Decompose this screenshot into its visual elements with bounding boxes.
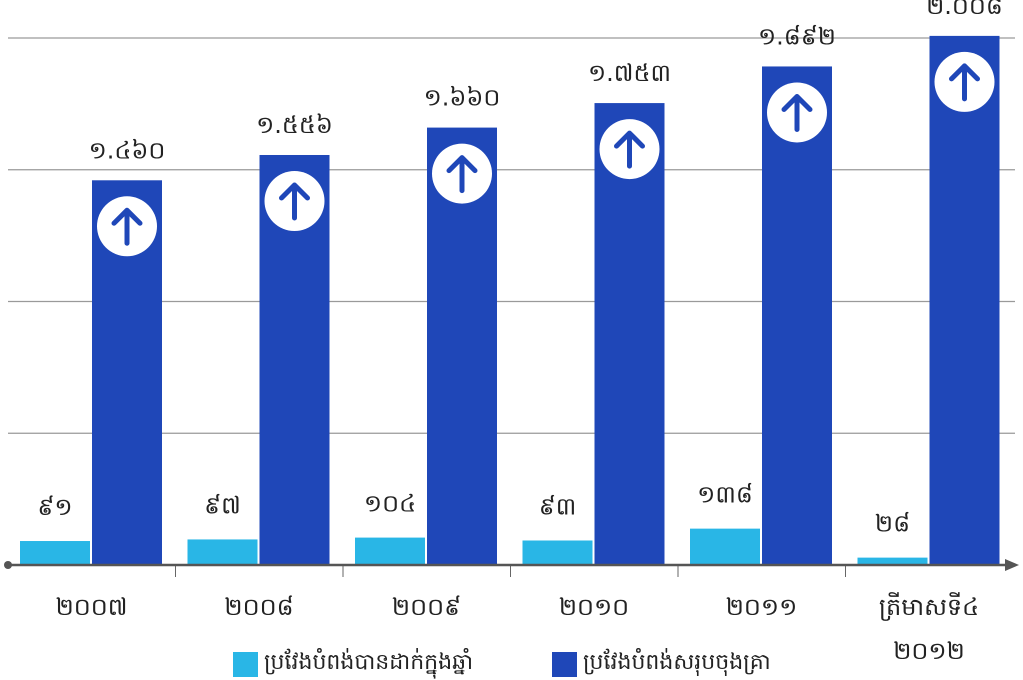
value-label: ១.៨៩២ (758, 22, 836, 50)
bar (690, 528, 760, 565)
value-label: ១.៦៦០ (424, 84, 501, 112)
legend-label: ប្រវែងបំពង់បានដាក់ក្នុងឆ្នាំ (264, 650, 474, 675)
x-tick-label: ២០០៩ (391, 593, 462, 621)
arrow-icon (111, 207, 143, 246)
value-label: ១៣៨ (697, 481, 753, 509)
x-tick-label: ត្រីមាសទី៤ ២០១២ (878, 593, 980, 665)
bar (594, 103, 665, 565)
legend-entry: ប្រវែងបំពង់បានដាក់ក្នុងឆ្នាំ (233, 648, 473, 680)
axis-dot (4, 561, 12, 569)
bar (20, 541, 90, 565)
value-label: ៩១ (37, 493, 72, 521)
legend-label: ប្រវែងបំពង់សរុបចុងគ្រា (583, 650, 771, 675)
legend-swatch (552, 651, 577, 677)
value-label: ៩៧ (204, 491, 241, 519)
x-tick-label: ២០១០ (558, 593, 630, 621)
x-tick-label: ២០០៨ (224, 593, 294, 621)
bar (187, 539, 258, 565)
value-label: ២៨ (875, 510, 910, 538)
arrow-icon (279, 182, 310, 221)
arrow-icon (781, 93, 813, 132)
axis-arrow (1005, 559, 1019, 571)
arrow-icon (949, 63, 980, 102)
x-tick-label: ២០១១ (725, 593, 798, 621)
legend-entry: ប្រវែងបំពង់សរុបចុងគ្រា (552, 648, 771, 680)
legend-swatch (233, 651, 258, 677)
arrow-icon (446, 155, 478, 194)
bar (522, 540, 593, 565)
value-label: ១.៥៥៦ (256, 111, 333, 139)
value-label: ២.០០៨ (926, 0, 1003, 20)
value-label: ១.៤៦០ (89, 136, 166, 164)
bar (857, 557, 928, 565)
bar (762, 66, 832, 565)
value-label: ៩៣ (539, 492, 577, 520)
value-label: ១០៤ (364, 490, 416, 518)
x-tick-label: ២០០៧ (55, 593, 128, 621)
bar (355, 537, 425, 565)
arrow-icon (614, 130, 645, 169)
bar (929, 35, 1000, 566)
value-label: ១.៧៥៣ (588, 59, 671, 87)
